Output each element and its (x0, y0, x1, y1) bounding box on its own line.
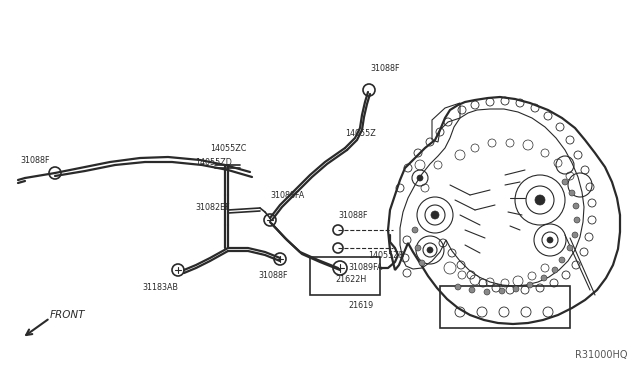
Circle shape (572, 232, 578, 238)
Text: 31088F: 31088F (338, 211, 367, 219)
Text: 14055ZD: 14055ZD (195, 157, 232, 167)
Circle shape (527, 282, 533, 288)
Text: 14055ZC: 14055ZC (210, 144, 246, 153)
Circle shape (574, 217, 580, 223)
Text: 31183AB: 31183AB (142, 283, 178, 292)
Circle shape (547, 237, 553, 243)
Text: 31089FA: 31089FA (348, 263, 382, 273)
Text: 31082EF: 31082EF (195, 202, 230, 212)
Circle shape (562, 179, 568, 185)
Circle shape (484, 289, 490, 295)
Circle shape (412, 227, 418, 233)
Circle shape (417, 175, 423, 181)
Text: 31088F: 31088F (370, 64, 399, 73)
Circle shape (415, 245, 421, 251)
Bar (310, 257, 380, 295)
Text: FRONT: FRONT (50, 310, 86, 320)
Text: 31088FA: 31088FA (270, 190, 304, 199)
Circle shape (559, 257, 565, 263)
Text: R31000HQ: R31000HQ (575, 350, 627, 360)
Circle shape (419, 260, 425, 266)
Circle shape (552, 267, 558, 273)
Text: 31088F: 31088F (20, 155, 49, 164)
Circle shape (455, 284, 461, 290)
Circle shape (431, 211, 439, 219)
Text: 14055ZB: 14055ZB (368, 250, 404, 260)
Circle shape (573, 203, 579, 209)
Circle shape (499, 288, 505, 294)
Text: 31088F: 31088F (258, 270, 287, 279)
Text: 21622H: 21622H (335, 276, 366, 285)
Circle shape (541, 275, 547, 281)
Text: 14055Z: 14055Z (345, 128, 376, 138)
Circle shape (513, 286, 519, 292)
Circle shape (569, 190, 575, 196)
Circle shape (535, 195, 545, 205)
Circle shape (427, 247, 433, 253)
Circle shape (469, 287, 475, 293)
Circle shape (567, 245, 573, 251)
Text: 21619: 21619 (348, 301, 373, 310)
